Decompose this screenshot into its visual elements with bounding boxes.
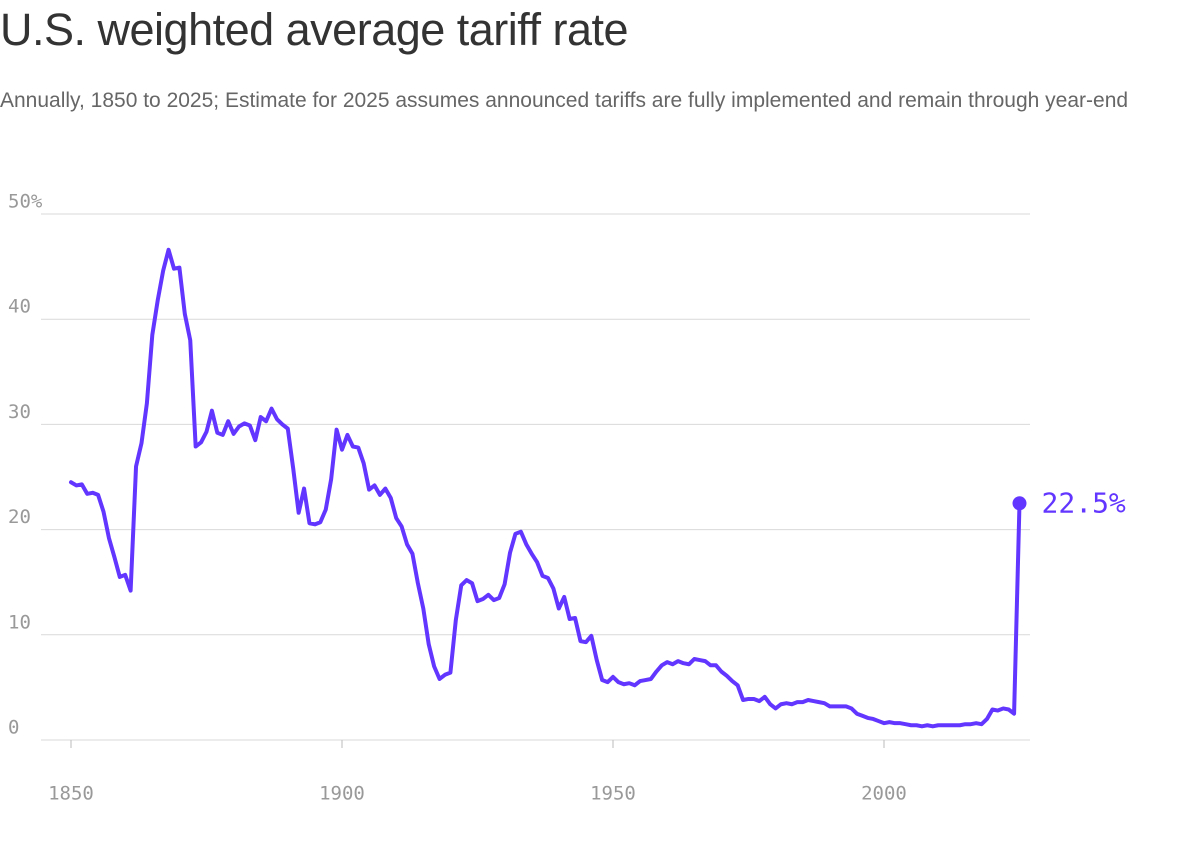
x-tick-label: 1950 <box>590 783 636 805</box>
end-label: 22.5% <box>1042 486 1126 519</box>
y-tick-label: 40 <box>8 296 31 318</box>
y-tick-label: 10 <box>8 611 31 633</box>
x-tick-label: 1900 <box>319 783 365 805</box>
x-tick-label: 1850 <box>48 783 94 805</box>
line-series <box>69 247 1022 729</box>
x-tick-label: 2000 <box>861 783 907 805</box>
chart-title: U.S. weighted average tariff rate <box>0 4 629 55</box>
end-point <box>1012 496 1027 511</box>
y-tick-label: 0 <box>8 717 19 739</box>
y-tick-label: 50% <box>8 191 43 213</box>
y-tick-label: 20 <box>8 506 31 528</box>
y-tick-label: 30 <box>8 401 31 423</box>
chart-subtitle: Annually, 1850 to 2025; Estimate for 202… <box>0 89 1129 112</box>
